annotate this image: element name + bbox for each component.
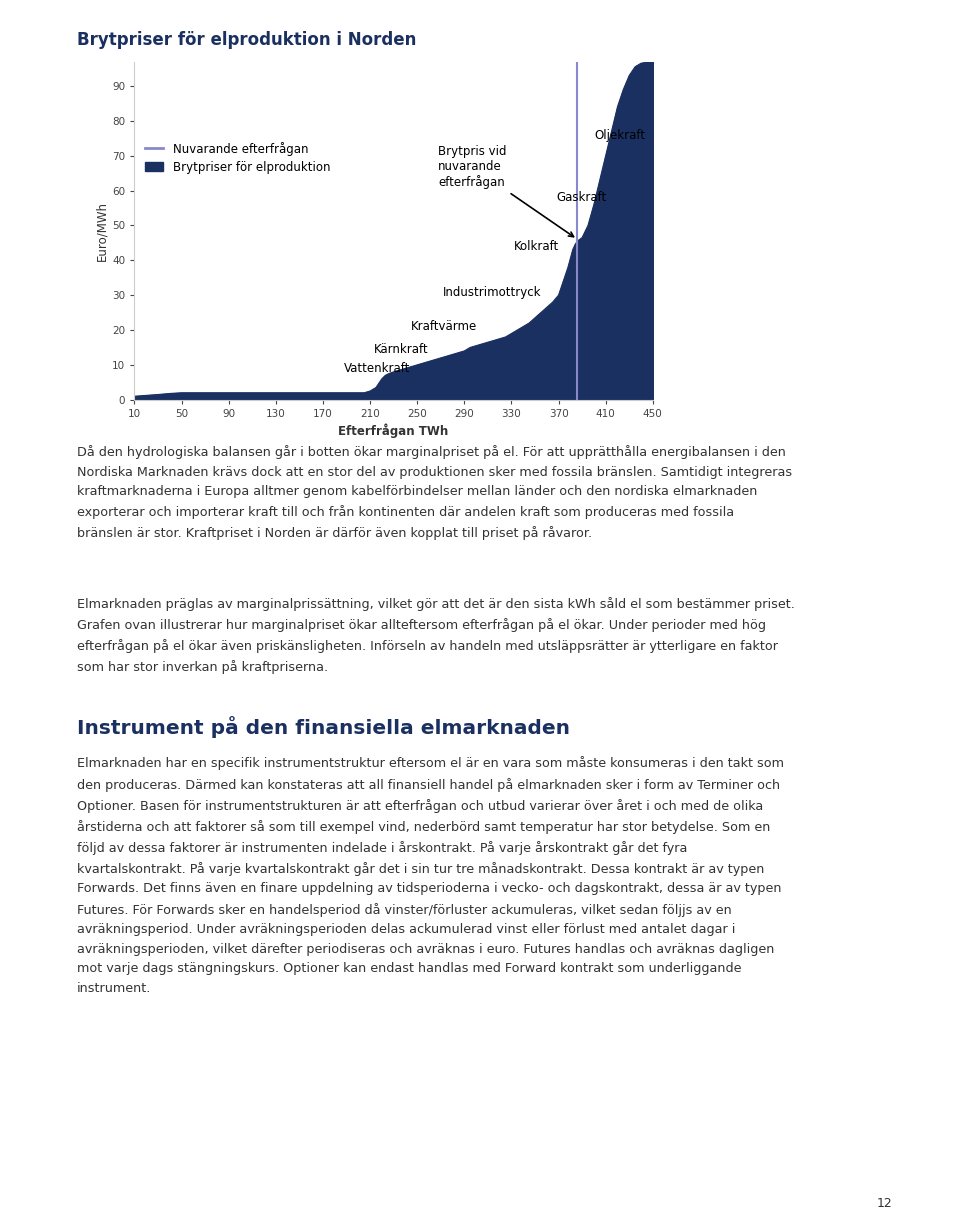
Text: Då den hydrologiska balansen går i botten ökar marginalpriset på el. För att upp: Då den hydrologiska balansen går i botte…: [77, 445, 792, 540]
Text: Kolkraft: Kolkraft: [514, 240, 559, 253]
Text: Vattenkraft: Vattenkraft: [344, 363, 411, 375]
Text: Industrimottryck: Industrimottryck: [444, 285, 541, 299]
Text: 12: 12: [877, 1197, 893, 1210]
Text: Instrument på den finansiella elmarknaden: Instrument på den finansiella elmarknade…: [77, 716, 570, 738]
Text: Kärnkraft: Kärnkraft: [373, 343, 428, 357]
Text: Kraftvärme: Kraftvärme: [411, 321, 477, 333]
Text: Oljekraft: Oljekraft: [594, 129, 645, 141]
X-axis label: Efterfrågan TWh: Efterfrågan TWh: [339, 423, 448, 438]
Text: Gaskraft: Gaskraft: [556, 192, 607, 204]
Text: Brytpris vid
nuvarande
efterfrågan: Brytpris vid nuvarande efterfrågan: [439, 145, 573, 236]
Text: Elmarknaden präglas av marginalprissättning, vilket gör att det är den sista kWh: Elmarknaden präglas av marginalprissättn…: [77, 597, 795, 674]
Legend: Nuvarande efterfrågan, Brytpriser för elproduktion: Nuvarande efterfrågan, Brytpriser för el…: [146, 141, 330, 173]
Text: Brytpriser för elproduktion i Norden: Brytpriser för elproduktion i Norden: [77, 31, 417, 49]
Y-axis label: Euro/MWh: Euro/MWh: [95, 200, 108, 261]
Text: Elmarknaden har en specifik instrumentstruktur eftersom el är en vara som måste : Elmarknaden har en specifik instrumentst…: [77, 756, 783, 995]
